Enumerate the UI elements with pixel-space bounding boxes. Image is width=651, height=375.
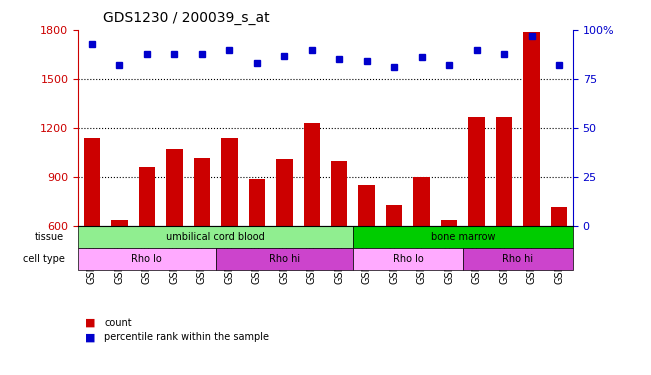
- Bar: [276, 159, 292, 324]
- Text: Rho lo: Rho lo: [393, 254, 423, 264]
- Bar: [469, 117, 485, 324]
- Text: cell type: cell type: [23, 254, 64, 264]
- Text: bone marrow: bone marrow: [431, 232, 495, 242]
- Bar: [83, 138, 100, 324]
- FancyBboxPatch shape: [353, 226, 573, 248]
- FancyBboxPatch shape: [353, 248, 463, 270]
- Bar: [221, 138, 238, 324]
- Bar: [166, 150, 182, 324]
- Bar: [249, 179, 265, 324]
- Bar: [303, 123, 320, 324]
- Bar: [551, 207, 568, 324]
- FancyBboxPatch shape: [78, 248, 215, 270]
- Text: Rho hi: Rho hi: [269, 254, 300, 264]
- Text: count: count: [104, 318, 132, 327]
- Bar: [111, 220, 128, 324]
- FancyBboxPatch shape: [463, 248, 573, 270]
- Bar: [139, 168, 155, 324]
- Text: umbilical cord blood: umbilical cord blood: [166, 232, 265, 242]
- Bar: [413, 177, 430, 324]
- Text: percentile rank within the sample: percentile rank within the sample: [104, 333, 269, 342]
- Text: tissue: tissue: [35, 232, 64, 242]
- Bar: [523, 32, 540, 324]
- Text: ■: ■: [85, 333, 95, 342]
- Bar: [386, 205, 402, 324]
- Bar: [193, 158, 210, 324]
- Text: Rho hi: Rho hi: [503, 254, 533, 264]
- Text: Rho lo: Rho lo: [132, 254, 162, 264]
- Bar: [359, 186, 375, 324]
- FancyBboxPatch shape: [215, 248, 353, 270]
- Bar: [496, 117, 512, 324]
- Bar: [441, 220, 458, 324]
- Text: ■: ■: [85, 318, 95, 327]
- Bar: [331, 161, 348, 324]
- FancyBboxPatch shape: [78, 226, 353, 248]
- Text: GDS1230 / 200039_s_at: GDS1230 / 200039_s_at: [103, 11, 270, 25]
